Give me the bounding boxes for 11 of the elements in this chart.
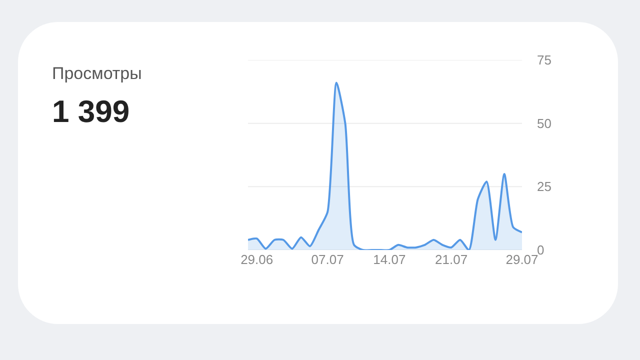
x-tick-label: 07.07 bbox=[311, 252, 344, 267]
x-tick-label: 21.07 bbox=[435, 252, 468, 267]
x-tick-label: 29.07 bbox=[506, 252, 538, 267]
text: 1 399 bbox=[52, 94, 130, 130]
y-tick-label: 75 bbox=[537, 52, 552, 68]
y-tick-label: 50 bbox=[537, 116, 552, 131]
y-tick-label: 25 bbox=[537, 179, 552, 194]
x-tick-label: 29.06 bbox=[240, 252, 274, 267]
y-tick-label: 0 bbox=[537, 242, 544, 258]
text: Просмотры bbox=[52, 64, 142, 84]
x-tick-label: 14.07 bbox=[373, 252, 406, 267]
